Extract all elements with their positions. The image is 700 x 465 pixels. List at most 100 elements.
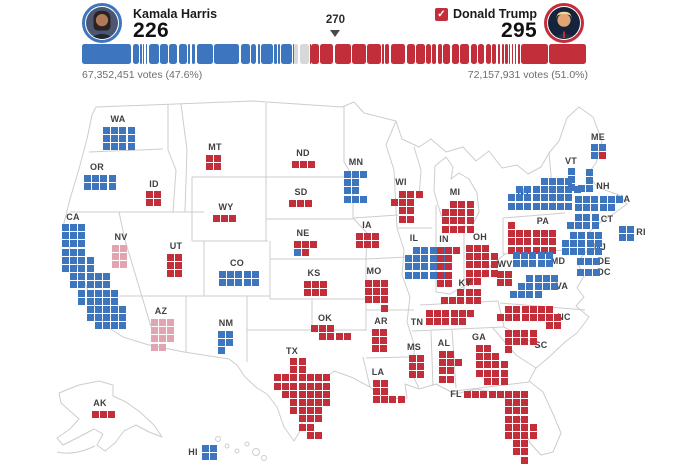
- bar-segment-NV[interactable]: [294, 44, 299, 64]
- ev-square-VA: [542, 283, 550, 291]
- ev-square-FL: [529, 423, 537, 431]
- bar-segment-TN[interactable]: [460, 44, 470, 64]
- bar-segment-ID[interactable]: [505, 44, 508, 64]
- bar-segment-SC[interactable]: [443, 44, 451, 64]
- bar-segment-ME-2[interactable]: [310, 44, 312, 64]
- bar-segment-MO[interactable]: [406, 44, 415, 64]
- ev-square-AL: [439, 359, 446, 367]
- bar-segment-AR[interactable]: [492, 44, 497, 64]
- ev-square-NC: [505, 314, 513, 322]
- bar-segment-MI[interactable]: [320, 44, 334, 64]
- ev-square-NY: [549, 186, 556, 194]
- bar-segment-AL[interactable]: [451, 44, 459, 64]
- ev-square-CA: [103, 322, 110, 330]
- bar-segment-AZ[interactable]: [299, 44, 309, 64]
- ev-square-NY: [557, 194, 565, 202]
- bar-segment-TX[interactable]: [549, 44, 586, 64]
- ev-square-WI: [399, 215, 407, 223]
- ev-square-NY: [516, 194, 524, 202]
- bar-segment-KS[interactable]: [432, 44, 437, 64]
- ev-square-FL: [521, 448, 529, 456]
- ev-square-NY: [524, 194, 532, 202]
- bar-segment-MD[interactable]: [159, 44, 168, 64]
- ev-square-WV: [497, 271, 504, 278]
- ev-square-GA: [492, 361, 500, 369]
- bar-segment-IL[interactable]: [196, 44, 213, 64]
- bar-segment-IN[interactable]: [416, 44, 426, 64]
- ev-square-OK: [319, 325, 327, 332]
- bar-segment-NH[interactable]: [274, 44, 277, 64]
- state-label-NH: NH: [596, 181, 610, 191]
- state-label-IN: IN: [439, 234, 449, 244]
- bar-segment-NE-2[interactable]: [293, 44, 295, 64]
- ev-square-ID: [146, 199, 153, 207]
- bar-segment-NC[interactable]: [367, 44, 381, 64]
- ev-square-OR: [108, 175, 116, 182]
- ev-square-NY: [557, 186, 565, 194]
- ev-square-NE: [310, 241, 318, 248]
- bar-segment-RI[interactable]: [257, 44, 260, 64]
- bar-segment-VT[interactable]: [140, 44, 142, 64]
- ev-square-OH: [466, 253, 473, 261]
- bar-segment-CT[interactable]: [250, 44, 257, 64]
- ev-square-ID: [154, 191, 162, 198]
- ev-square-KY: [457, 297, 465, 305]
- ev-square-CA: [70, 232, 78, 240]
- bar-segment-OK[interactable]: [485, 44, 491, 64]
- ev-square-WI: [415, 191, 423, 198]
- bar-segment-CO[interactable]: [169, 44, 178, 64]
- ev-square-NY: [549, 178, 556, 185]
- ev-square-VA: [518, 291, 526, 299]
- ev-square-VA: [551, 275, 558, 282]
- bar-segment-OH[interactable]: [390, 44, 406, 64]
- bar-segment-MT[interactable]: [501, 44, 504, 64]
- bar-segment-DC[interactable]: [145, 44, 148, 64]
- ev-square-MI: [442, 217, 449, 225]
- ev-square-RI: [619, 226, 626, 233]
- bar-segment-WA[interactable]: [148, 44, 159, 64]
- bar-segment-CA[interactable]: [82, 44, 132, 64]
- bar-segment-HI[interactable]: [188, 44, 191, 64]
- ev-square-GA: [500, 377, 508, 385]
- ev-square-AL: [455, 359, 463, 367]
- bar-segment-MA[interactable]: [240, 44, 250, 64]
- bar-segment-NJ[interactable]: [261, 44, 274, 64]
- bar-segment-NM[interactable]: [191, 44, 196, 64]
- bar-segment-IA[interactable]: [426, 44, 431, 64]
- bar-segment-KY[interactable]: [470, 44, 477, 64]
- bar-segment-SD[interactable]: [511, 44, 514, 64]
- bar-segment-UT[interactable]: [385, 44, 390, 64]
- bar-segment-WY[interactable]: [514, 44, 517, 64]
- bar-segment-MS[interactable]: [437, 44, 442, 64]
- ev-square-LA: [381, 396, 389, 404]
- bar-segment-GA[interactable]: [352, 44, 366, 64]
- bar-segment-PA[interactable]: [334, 44, 351, 64]
- ev-square-IN: [437, 279, 444, 287]
- ev-square-NE: [294, 249, 301, 257]
- bar-segment-AK[interactable]: [382, 44, 384, 64]
- bar-segment-DE[interactable]: [143, 44, 145, 64]
- bar-segment-WV[interactable]: [497, 44, 501, 64]
- ev-square-WA: [111, 127, 119, 134]
- ev-square-KS: [320, 281, 328, 288]
- state-label-MN: MN: [348, 157, 364, 167]
- harris-electoral-votes: 226: [133, 19, 169, 42]
- bar-segment-LA[interactable]: [478, 44, 485, 64]
- bar-segment-MN[interactable]: [178, 44, 187, 64]
- state-label-AK: AK: [93, 398, 107, 408]
- ev-square-TN: [434, 310, 442, 317]
- ev-square-CA: [86, 281, 94, 289]
- ev-square-CA: [119, 306, 127, 313]
- ev-square-CA: [62, 224, 69, 231]
- state-label-MO: MO: [366, 266, 382, 276]
- bar-segment-FL[interactable]: [521, 44, 549, 64]
- bar-segment-ND[interactable]: [509, 44, 511, 64]
- ev-square-CA: [62, 256, 69, 264]
- bar-segment-WI[interactable]: [311, 44, 320, 64]
- ev-square-FL: [472, 391, 480, 398]
- bar-segment-NY[interactable]: [214, 44, 240, 64]
- bar-segment-ME[interactable]: [278, 44, 280, 64]
- bar-segment-VA[interactable]: [280, 44, 292, 64]
- bar-segment-OR[interactable]: [132, 44, 139, 64]
- bar-segment-NE[interactable]: [517, 44, 520, 64]
